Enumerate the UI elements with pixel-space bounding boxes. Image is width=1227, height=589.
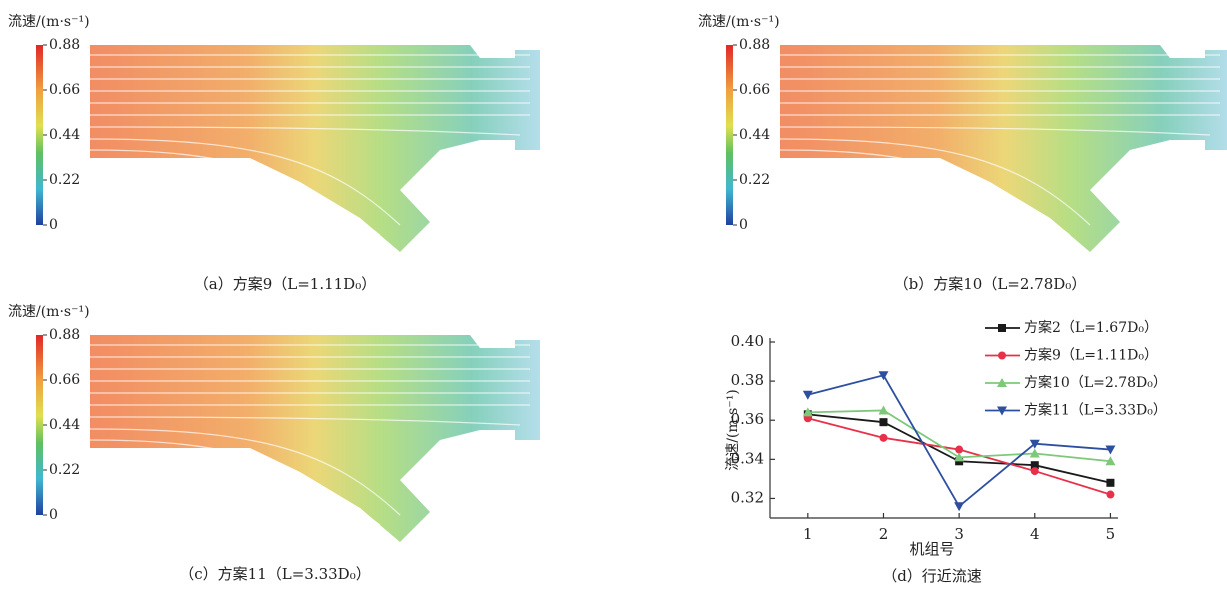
colorbar-tick-label: 0.88 [49,37,80,53]
legend-label: 方案11（L=3.33D₀） [1024,402,1167,419]
x-tick-label: 3 [954,525,964,543]
legend-label: 方案10（L=2.78D₀） [1024,374,1167,391]
panel-caption: （a）方案9（L=1.11D₀） [194,275,376,293]
colorbar [36,335,43,515]
streamline-image [90,45,540,252]
series-line [808,375,1111,506]
colorbar-tick-label: 0.44 [739,127,770,143]
marker [955,446,963,454]
marker [879,418,887,426]
streamline-image [90,335,540,542]
colorbar-title: 流速/(m·s⁻¹) [8,304,90,320]
page: 流速/(m·s⁻¹) 0 0.22 0.44 0.66 0.88 （a）方案9（L=1.11… [0,0,1227,589]
colorbar-tick-label: 0 [49,507,58,523]
colorbar-tick-label: 0.22 [739,172,770,188]
chart-caption: （d）行近流速 [882,567,982,585]
marker [998,324,1006,332]
streamline-image [780,45,1227,252]
panel: 流速/(m·s⁻¹) 0 0.22 0.44 0.66 0.88 （c）方案11（L=3.3… [8,304,540,583]
colorbar [36,45,43,225]
panel-caption: （c）方案11（L=3.33D₀） [179,565,370,583]
colorbar-title: 流速/(m·s⁻¹) [698,14,780,30]
panel-caption: （b）方案10（L=2.78D₀） [894,275,1087,293]
marker [1106,491,1114,499]
colorbar-tick-label: 0.66 [739,82,770,98]
legend-label: 方案9（L=1.11D₀） [1024,347,1158,364]
colorbar-tick-label: 0.66 [49,82,80,98]
colorbar-tick-label: 0 [739,217,748,233]
colorbar-tick-label: 0.44 [49,127,80,143]
marker [1106,479,1114,487]
colorbar-tick-label: 0.22 [49,172,80,188]
marker [1031,467,1039,475]
colorbar-tick-label: 0.66 [49,372,80,388]
marker [879,434,887,442]
x-tick-label: 4 [1030,525,1040,543]
colorbar-tick-label: 0 [49,217,58,233]
colorbar-tick-label: 0.22 [49,462,80,478]
colorbar-title: 流速/(m·s⁻¹) [8,14,90,30]
marker [954,502,964,511]
y-axis-label: 流速/(m·s⁻¹) [725,389,741,471]
marker [803,391,813,400]
marker [998,352,1006,360]
colorbar [726,45,733,225]
x-tick-label: 1 [803,525,813,543]
x-tick-label: 2 [879,525,889,543]
y-tick-label: 0.38 [731,371,764,389]
colorbar-tick-label: 0.88 [739,37,770,53]
x-tick-label: 5 [1106,525,1116,543]
y-tick-label: 0.32 [731,488,764,506]
panel: 流速/(m·s⁻¹) 0 0.22 0.44 0.66 0.88 （a）方案9（L=1.11… [8,14,540,293]
figure: 流速/(m·s⁻¹) 0 0.22 0.44 0.66 0.88 （a）方案9（L=1.11… [0,0,1227,589]
y-tick-label: 0.40 [731,332,764,350]
colorbar-tick-label: 0.44 [49,417,80,433]
panel: 流速/(m·s⁻¹) 0 0.22 0.44 0.66 0.88 （b）方案10（L=2.7… [698,14,1227,293]
legend-label: 方案2（L=1.67D₀） [1024,319,1158,336]
x-axis-label: 机组号 [909,540,954,558]
colorbar-tick-label: 0.88 [49,327,80,343]
